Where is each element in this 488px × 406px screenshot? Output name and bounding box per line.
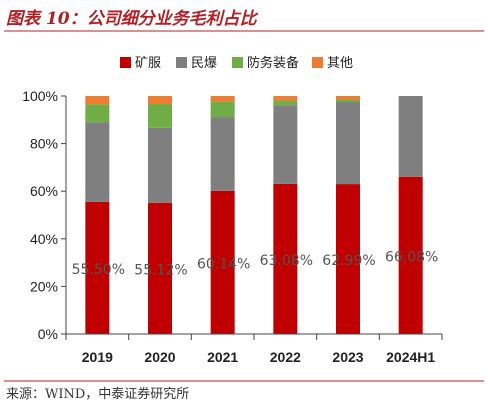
legend-label-2: 防务装备 [247,55,299,71]
y-tick-label: 80% [30,136,58,152]
y-axis: 0% 20% 40% 60% 80% 100% [22,88,67,342]
legend: 矿服 民爆 防务装备 其他 [120,55,353,71]
bar-2021-2 [210,101,235,118]
source-note: 来源：WIND，中泰证券研究所 [6,386,189,402]
data-label: 60.14% [197,256,250,272]
bar-2024H1-1 [398,96,423,177]
bar-2022-0 [273,183,298,334]
chart-title: 图表 10：公司细分业务毛利占比 [6,9,259,29]
bars [85,96,423,334]
x-tick-label: 2021 [207,349,238,365]
x-axis: 2019 2020 2021 2022 2023 2024H1 [65,333,443,365]
bar-2020-1 [148,127,172,203]
legend-label-3: 其他 [327,56,353,71]
x-tick-label: 2019 [82,349,113,365]
bar-2023-3 [336,96,360,100]
bar-2023-2 [336,99,360,102]
bar-2022-2 [273,100,298,106]
y-tick-label: 20% [30,278,58,294]
bar-2020-0 [148,202,172,334]
legend-label-1: 民爆 [191,56,217,71]
bar-2020-3 [148,96,172,105]
legend-swatch-1 [176,57,187,68]
bar-2022-3 [273,96,298,101]
data-labels: 55.50% 55.12% 60.14% 63.08% 62.99% 66.08% [72,249,439,278]
bar-2023-0 [336,184,360,334]
bar-2019-0 [85,201,110,334]
bar-2021-1 [210,117,235,191]
data-label: 66.08% [385,249,438,265]
x-tick-label: 2020 [144,349,175,365]
x-tick-label: 2022 [270,349,301,365]
y-tick-label: 100% [22,88,58,104]
legend-swatch-0 [120,57,131,68]
bar-2021-3 [210,96,235,102]
bar-2019-2 [85,104,110,123]
legend-swatch-2 [232,57,243,68]
x-tick-label: 2024H1 [386,349,435,365]
data-label: 62.99% [322,253,375,269]
legend-swatch-3 [312,57,323,68]
bar-2022-1 [273,105,298,184]
data-label: 55.12% [134,262,187,278]
y-tick-label: 0% [38,326,58,342]
x-tick-label: 2023 [332,349,363,365]
y-tick-label: 60% [30,183,58,199]
data-label: 55.50% [72,262,125,278]
data-label: 63.08% [260,253,313,269]
bar-2023-1 [336,101,360,185]
y-tick-label: 40% [30,231,58,247]
bar-2021-0 [210,190,235,334]
legend-label-0: 矿服 [135,56,161,71]
bar-2019-1 [85,122,110,202]
bar-2024H1-0 [398,176,423,334]
bar-2020-2 [148,104,172,128]
bar-2019-3 [85,96,110,105]
